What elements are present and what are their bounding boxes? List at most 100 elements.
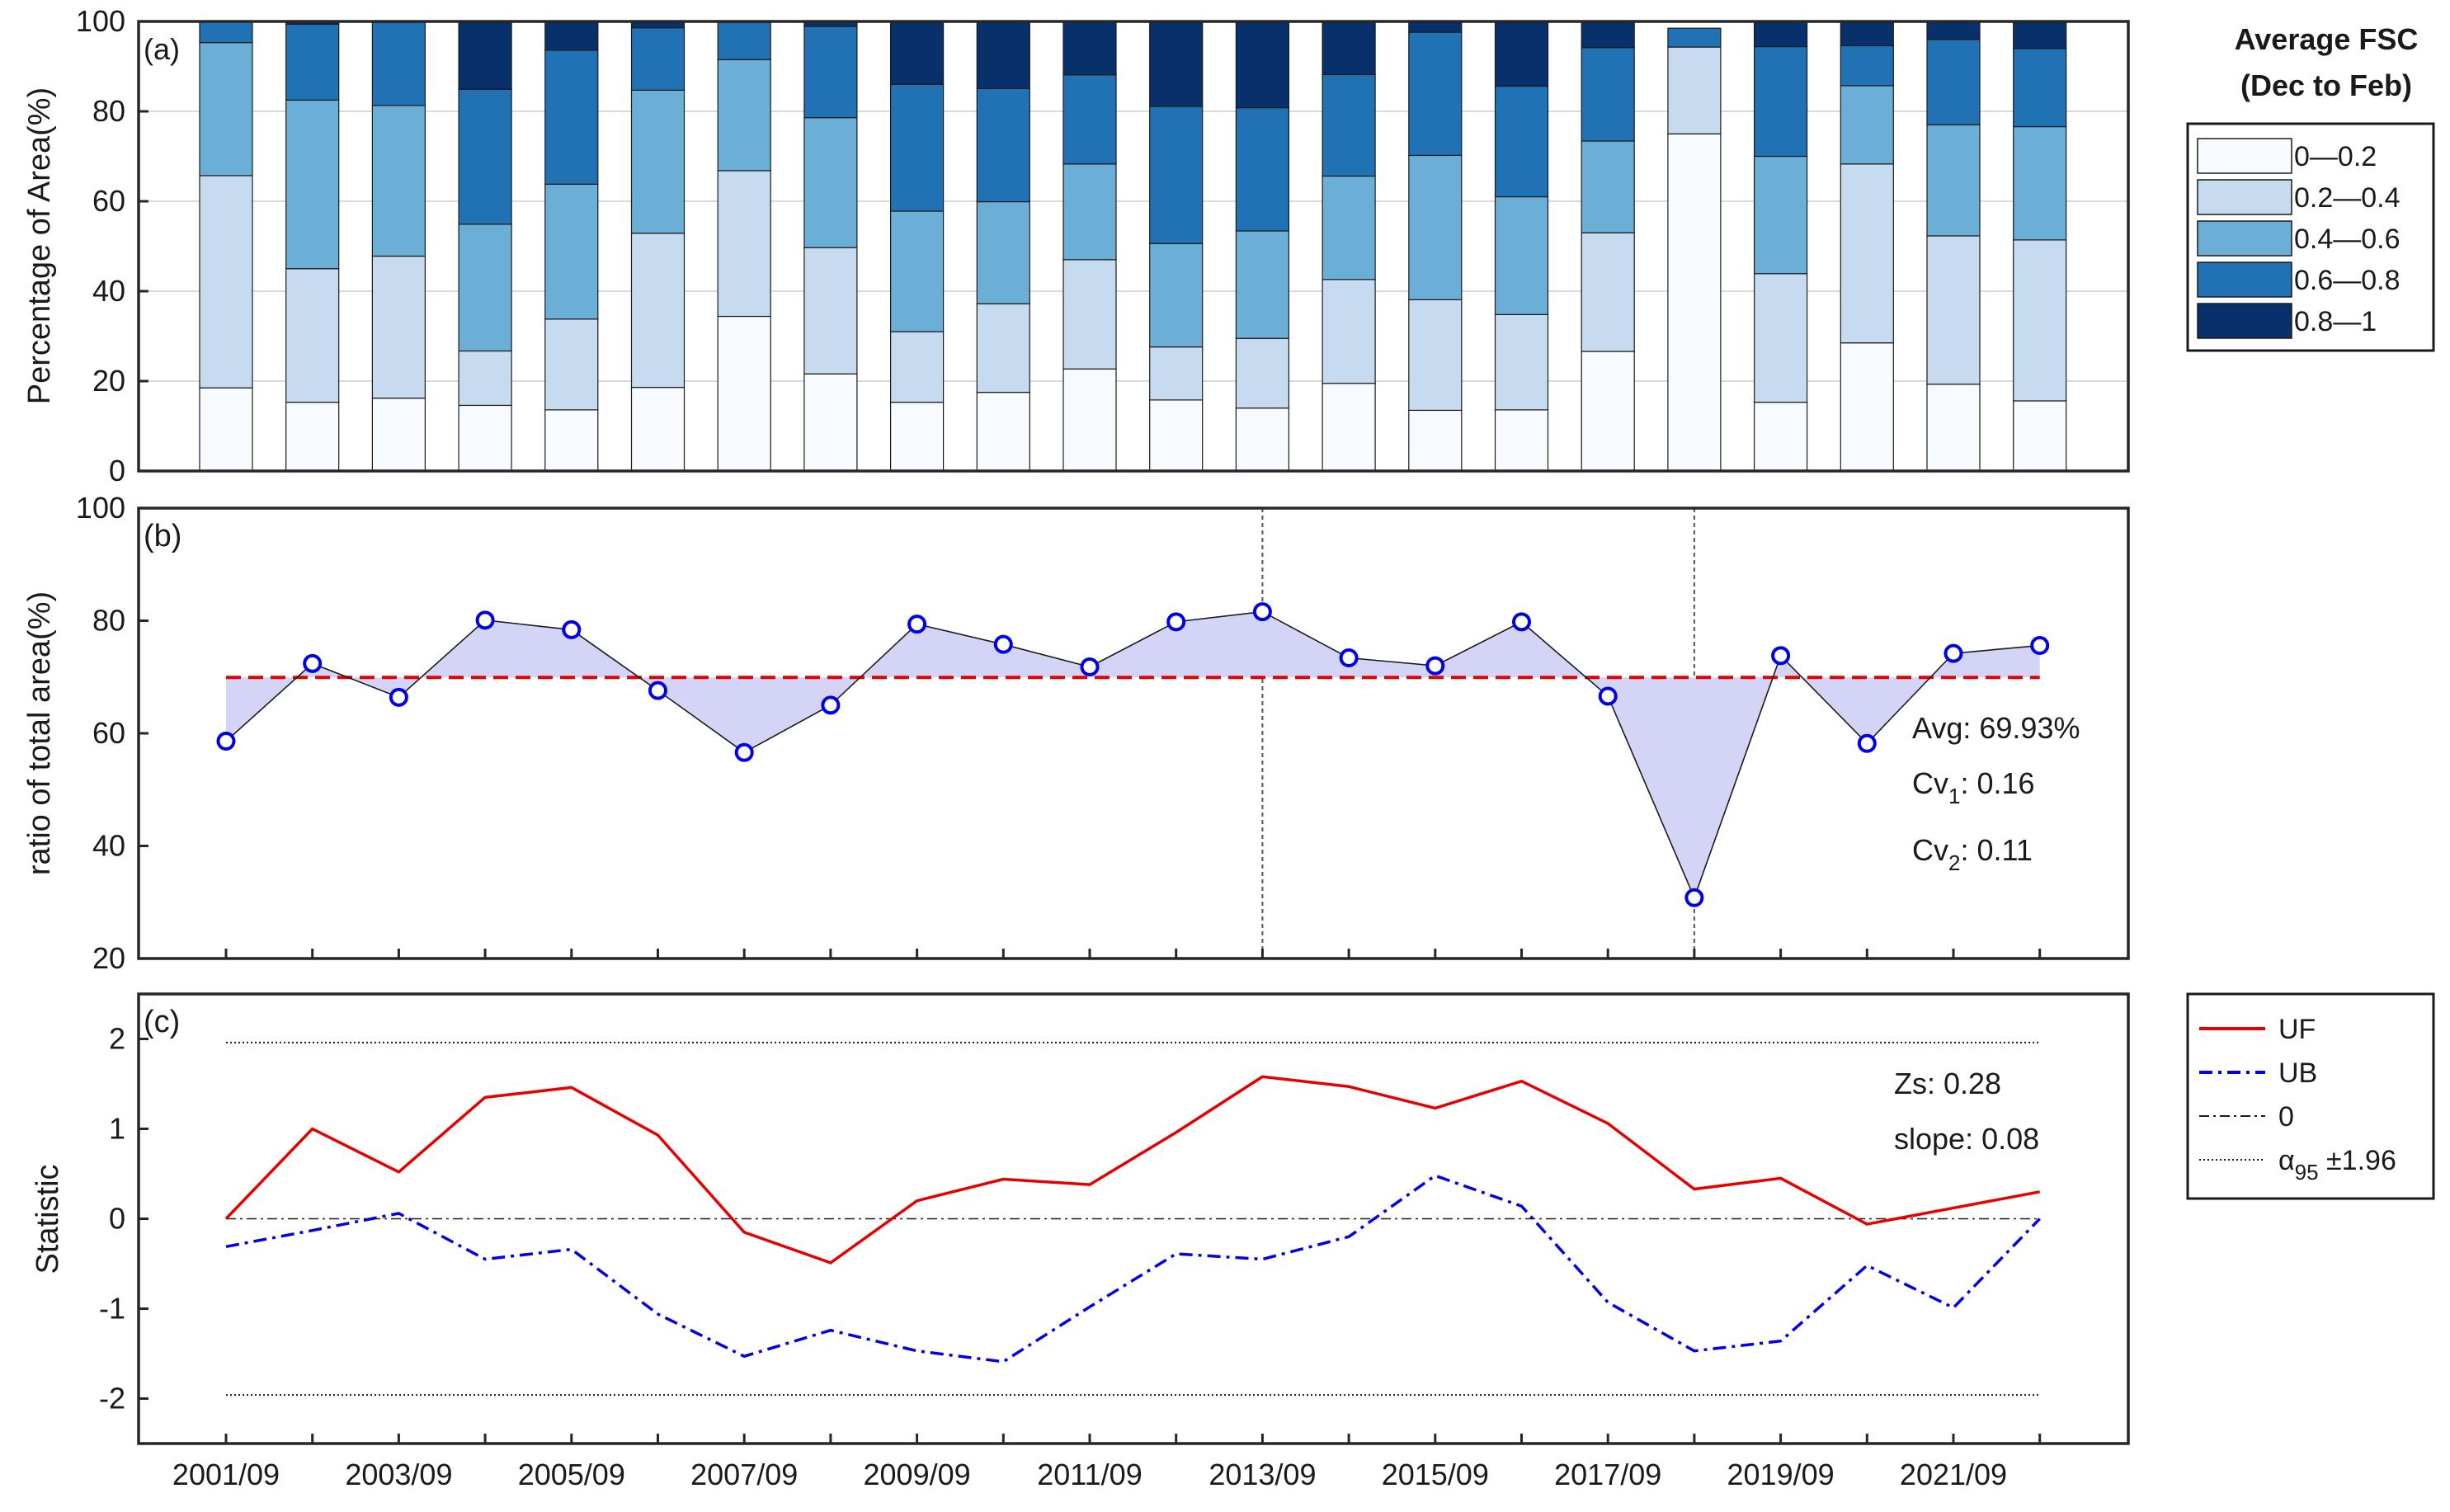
bar-segment-4 — [1235, 107, 1290, 232]
legend-alpha-label: α95 ±1.96 — [2278, 1145, 2396, 1185]
bar-segment-2 — [1322, 279, 1376, 384]
data-point — [821, 695, 841, 715]
bar-segment-2 — [1926, 235, 1981, 385]
bar-segment-3 — [2013, 125, 2067, 241]
data-point — [475, 610, 495, 630]
bar-segment-1 — [889, 402, 945, 472]
bar-segment-1 — [371, 398, 426, 472]
legend-label-1: 0—0.2 — [2294, 141, 2377, 172]
bar-segment-2 — [199, 175, 253, 389]
panel-a-label: (a) — [144, 32, 180, 66]
bar-segment-1 — [976, 392, 1030, 472]
bar-segment-3 — [1322, 175, 1376, 280]
ratio-series-line — [225, 610, 2040, 900]
bar-segment-2 — [1062, 259, 1117, 370]
data-point — [1771, 646, 1791, 666]
bar-segment-1 — [1494, 409, 1549, 472]
panel-c-ytick-label: 2 — [109, 1022, 125, 1056]
x-tick-label: 2011/09 — [1037, 1458, 1142, 1491]
bar-segment-1 — [1581, 351, 1635, 472]
bar-segment-2 — [717, 170, 771, 318]
panel-c-ytick-label: 0 — [109, 1202, 125, 1236]
bar-segment-4 — [1581, 47, 1635, 142]
bar-segment-2 — [285, 268, 340, 403]
legend-label-3: 0.4—0.6 — [2294, 224, 2401, 255]
panel-b-ylabel: ratio of total area(%) — [22, 591, 57, 875]
bar-segment-2 — [976, 303, 1030, 393]
bar-segment-4 — [1840, 45, 1894, 87]
panel-a-ylabel: Percentage of Area(%) — [22, 87, 57, 404]
bar-segment-1 — [1840, 342, 1894, 472]
bar-segment-2 — [1149, 346, 1204, 401]
data-point — [1857, 733, 1877, 753]
ub-series-line — [225, 1174, 2041, 1364]
bar-segment-2 — [803, 247, 858, 374]
bar-segment-5 — [1926, 21, 1981, 40]
bar-segment-1 — [803, 373, 858, 472]
cv1-annotation: Cv1: 0.16 — [1912, 766, 2035, 808]
bar-segment-5 — [1840, 21, 1894, 47]
data-point — [389, 687, 408, 707]
bar-segment-4 — [976, 87, 1030, 203]
bar-segment-5 — [889, 21, 945, 85]
x-tick-label: 2009/09 — [864, 1458, 971, 1491]
panel-c-ytick-label: -2 — [99, 1382, 125, 1415]
panel-a-ytick-label: 100 — [76, 4, 125, 38]
bar-segment-3 — [1062, 163, 1117, 261]
x-tick-label: 2017/09 — [1554, 1458, 1661, 1491]
bar-segment-2 — [889, 331, 945, 403]
bar-segment-5 — [1235, 21, 1290, 109]
bar-segment-2 — [1754, 273, 1808, 403]
bar-segment-4 — [717, 21, 771, 60]
legend-title-line1: Average FSC — [2235, 22, 2419, 56]
panel-a-ytick-label: 40 — [92, 274, 125, 308]
panel-a-axes-frame — [137, 20, 2130, 473]
panel-b-ytick-label: 60 — [92, 716, 125, 750]
bar-segment-1 — [1926, 384, 1981, 472]
panel-b-label: (b) — [144, 519, 181, 553]
cv2-annotation: Cv2: 0.11 — [1912, 833, 2033, 875]
bar-segment-3 — [285, 99, 340, 270]
data-point — [993, 634, 1013, 654]
panel-b-ytick-label: 20 — [92, 941, 125, 975]
bar-segment-4 — [458, 88, 512, 225]
deviation-fill-area — [226, 611, 2040, 898]
data-point — [734, 742, 754, 762]
bar-segment-4 — [630, 27, 686, 91]
legend-swatch-1 — [2197, 138, 2292, 174]
bar-segment-1 — [1149, 399, 1204, 472]
bar-segment-5 — [1062, 21, 1117, 76]
avg-annotation: Avg: 69.93% — [1912, 711, 2080, 745]
zs-annotation: Zs: 0.28 — [1894, 1067, 2001, 1100]
x-tick-label: 2001/09 — [172, 1458, 280, 1491]
data-point — [1944, 643, 1963, 663]
legend-swatch-5 — [2197, 303, 2292, 339]
legend-ub-label: UB — [2278, 1057, 2317, 1089]
bar-segment-4 — [1926, 39, 1981, 125]
bar-segment-3 — [1926, 124, 1981, 237]
data-point — [1512, 612, 1531, 632]
legend-label-4: 0.6—0.8 — [2294, 265, 2401, 296]
panel-c-mann-kendall-chart: -2 -1 0 1 2 2001/09 2003/09 2005/09 2007/09 2009… — [31, 992, 2130, 1491]
bar-segment-4 — [371, 21, 426, 106]
bar-segment-4 — [889, 83, 945, 212]
legend-zero-label: 0 — [2278, 1101, 2294, 1133]
panel-a-ytick-label: 80 — [92, 94, 125, 128]
bar-segment-3 — [1494, 195, 1549, 315]
bar-segment-1 — [1408, 409, 1463, 472]
bar-segment-1 — [1667, 133, 1722, 472]
x-tick-label: 2021/09 — [1900, 1458, 2007, 1491]
bar-segment-2 — [1235, 337, 1290, 409]
bar-segment-1 — [199, 387, 253, 472]
bar-segment-4 — [1149, 106, 1204, 244]
bar-segment-5 — [1754, 21, 1808, 48]
bar-segment-4 — [1754, 45, 1808, 158]
data-point — [1166, 612, 1186, 632]
data-point — [303, 653, 323, 673]
bar-segment-4 — [1322, 73, 1376, 177]
bar-segment-1 — [717, 315, 771, 472]
bar-segment-3 — [1235, 230, 1290, 339]
legend-swatch-4 — [2197, 261, 2292, 298]
bar-segment-1 — [1754, 402, 1808, 472]
